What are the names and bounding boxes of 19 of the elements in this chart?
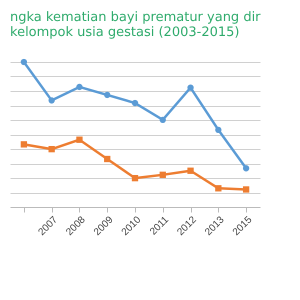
point	[76, 136, 83, 143]
chart-title: ngka kematian bayi prematur yang dir kelompok usia gestasi (2003-2015)	[10, 10, 262, 40]
point	[104, 156, 110, 162]
point	[160, 116, 166, 124]
point	[242, 165, 250, 172]
point	[48, 97, 55, 104]
point	[215, 185, 222, 192]
point	[20, 141, 28, 148]
point	[132, 174, 138, 182]
point	[48, 146, 55, 152]
point	[187, 168, 194, 174]
point	[215, 126, 222, 134]
point	[242, 186, 250, 193]
point	[104, 92, 110, 98]
point	[132, 100, 138, 106]
point	[20, 58, 28, 66]
point	[160, 172, 166, 178]
point	[187, 84, 194, 91]
point	[76, 84, 83, 90]
